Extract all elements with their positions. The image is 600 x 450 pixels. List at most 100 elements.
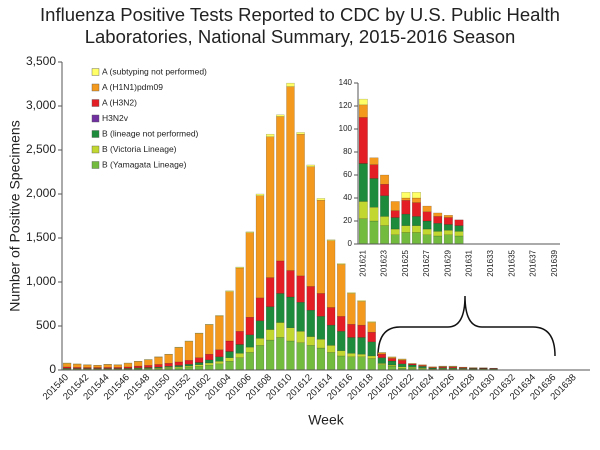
bar-segment xyxy=(276,293,285,323)
legend-label: B (lineage not performed) xyxy=(102,128,199,138)
y-tick-label: 1,000 xyxy=(26,274,56,288)
bar-segment xyxy=(296,302,305,332)
bar-segment xyxy=(255,193,265,196)
bar-segment xyxy=(369,164,379,179)
bar-segment xyxy=(225,291,234,342)
bar-segment xyxy=(401,192,411,199)
bracket xyxy=(377,295,556,357)
bar-segment xyxy=(225,340,234,352)
bar-segment xyxy=(357,301,366,326)
bar-segment xyxy=(316,316,326,340)
x-tick-label: 201621 xyxy=(358,249,367,276)
bar-segment xyxy=(337,316,346,332)
y-tick-label: 20 xyxy=(343,216,352,225)
bar-segment xyxy=(347,324,356,338)
bar-segment xyxy=(412,232,421,245)
y-tick-label: 500 xyxy=(36,318,56,332)
legend-label: B (Yamagata Lineage) xyxy=(102,159,187,169)
bar-segment xyxy=(369,178,379,208)
bar-segment xyxy=(144,359,153,366)
y-tick-label: 100 xyxy=(339,124,353,133)
bar-segment xyxy=(245,232,255,318)
bar-segment xyxy=(412,225,421,233)
bar-segment xyxy=(123,363,133,368)
bar-segment xyxy=(433,216,443,224)
bar-segment xyxy=(408,364,417,368)
bar-segment xyxy=(194,366,204,371)
bar-segment xyxy=(358,98,368,106)
x-tick-label: 201629 xyxy=(443,249,452,276)
bar-segment xyxy=(337,264,346,317)
bar-segment xyxy=(215,315,224,350)
bar-segment xyxy=(422,205,432,213)
bar-segment xyxy=(433,223,443,232)
bar-segment xyxy=(479,367,488,369)
bar-segment xyxy=(422,234,432,245)
y-tick-label: 2,000 xyxy=(26,186,56,200)
bar-segment xyxy=(113,364,123,368)
y-tick-label: 1,500 xyxy=(26,230,56,244)
bar-segment xyxy=(337,350,346,357)
chart-title: Influenza Positive Tests Reported to CDC… xyxy=(40,4,560,47)
bar-segment xyxy=(265,306,275,330)
bar-segment xyxy=(225,361,234,371)
bar-segment xyxy=(443,224,453,231)
x-tick-label: 201635 xyxy=(507,249,516,276)
bar-segment xyxy=(184,364,194,367)
bar-segment xyxy=(276,337,285,371)
bar-segment xyxy=(205,364,214,371)
bar-segment xyxy=(357,300,366,302)
bar-segment xyxy=(326,239,336,241)
bar-segment xyxy=(357,356,366,371)
bar-segment xyxy=(369,157,379,165)
bar-segment xyxy=(276,260,285,294)
bar-segment xyxy=(174,361,183,366)
bar-segment xyxy=(265,136,275,278)
bar-segment xyxy=(326,345,336,353)
bar-segment xyxy=(235,353,244,358)
bar-segment xyxy=(443,229,453,235)
bar-segment xyxy=(154,364,163,368)
legend-swatch xyxy=(91,130,100,138)
bar-segment xyxy=(276,114,285,117)
bar-segment xyxy=(401,225,411,233)
bar-segment xyxy=(390,234,400,245)
legend-swatch xyxy=(91,114,100,123)
bar-segment xyxy=(367,321,376,323)
bar-segment xyxy=(215,363,224,371)
bar-segment xyxy=(390,217,400,230)
bar-segment xyxy=(194,333,204,358)
x-tick-label: 201627 xyxy=(422,249,431,276)
bar-segment xyxy=(265,277,275,307)
bar-segment xyxy=(380,183,390,196)
bar-segment xyxy=(276,322,285,338)
x-tick-label: 201625 xyxy=(401,249,410,276)
bar-segment xyxy=(347,337,356,354)
bar-segment xyxy=(390,210,400,218)
legend-swatch xyxy=(91,99,100,107)
bar-segment xyxy=(377,357,387,364)
bar-segment xyxy=(369,220,379,245)
bar-segment xyxy=(412,202,421,217)
bar-segment xyxy=(184,341,194,361)
bar-segment xyxy=(387,364,397,367)
bar-segment xyxy=(316,199,326,294)
bar-segment xyxy=(306,336,315,346)
bar-segment xyxy=(433,231,443,237)
bar-segment xyxy=(62,366,72,369)
bar-segment xyxy=(454,219,464,226)
legend-label: H3N2v xyxy=(102,113,129,123)
bar-segment xyxy=(194,362,204,365)
bar-segment xyxy=(164,354,173,364)
bar-segment xyxy=(286,270,295,298)
legend-swatch xyxy=(91,68,100,76)
bar-segment xyxy=(377,353,387,358)
bar-segment xyxy=(357,337,366,355)
bar-segment xyxy=(215,361,224,365)
bar-segment xyxy=(337,331,346,351)
x-tick-label: 201633 xyxy=(486,249,495,276)
y-tick-label: 60 xyxy=(343,170,352,179)
y-tick-label: 40 xyxy=(343,193,352,202)
bar-segment xyxy=(422,211,432,222)
bar-segment xyxy=(194,364,204,367)
